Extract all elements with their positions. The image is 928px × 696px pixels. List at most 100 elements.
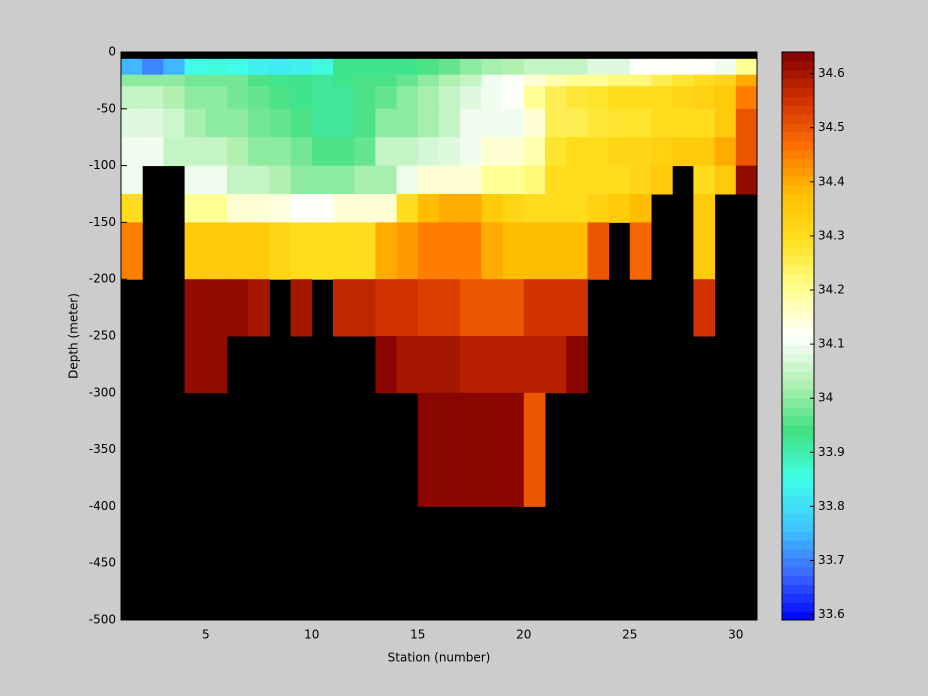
cell bbox=[608, 194, 631, 223]
cell bbox=[545, 74, 567, 87]
cell bbox=[121, 74, 143, 87]
cell bbox=[439, 74, 461, 87]
cell bbox=[163, 108, 186, 138]
colorbar-swatch bbox=[782, 220, 814, 230]
cell bbox=[629, 58, 652, 76]
cell bbox=[608, 74, 631, 87]
y-tick-label: -100 bbox=[89, 158, 116, 172]
cell bbox=[439, 392, 461, 507]
x-tick-label: 5 bbox=[202, 628, 210, 642]
cell bbox=[502, 392, 525, 507]
colorbar-swatch bbox=[782, 380, 814, 390]
x-tick-label: 10 bbox=[304, 628, 319, 642]
cell bbox=[481, 86, 504, 110]
cell bbox=[566, 74, 588, 87]
colorbar-frame bbox=[781, 51, 815, 621]
cell bbox=[248, 86, 270, 110]
colorbar-swatch bbox=[782, 140, 814, 151]
cell bbox=[587, 58, 610, 76]
cell bbox=[375, 108, 398, 138]
cell bbox=[587, 165, 610, 195]
cell bbox=[693, 279, 716, 337]
cell bbox=[417, 74, 440, 87]
cell bbox=[290, 74, 313, 87]
colorbar-swatch bbox=[782, 344, 814, 355]
cell bbox=[227, 165, 249, 195]
cell bbox=[417, 108, 440, 138]
colorbar-swatch bbox=[782, 238, 814, 248]
colorbar-tick-label: 33.7 bbox=[818, 553, 845, 567]
cell bbox=[460, 279, 482, 337]
cell bbox=[439, 279, 461, 337]
cell bbox=[714, 108, 737, 138]
colorbar-tick-label: 34.6 bbox=[818, 66, 845, 80]
cell bbox=[142, 74, 164, 87]
cell bbox=[545, 222, 567, 280]
cell bbox=[396, 279, 419, 337]
cell bbox=[460, 137, 482, 167]
cell bbox=[396, 165, 419, 195]
cell bbox=[545, 58, 567, 76]
x-axis-label: Station (number) bbox=[388, 651, 491, 665]
colorbar-swatch bbox=[782, 229, 814, 239]
cell bbox=[396, 74, 419, 87]
cell bbox=[417, 279, 440, 337]
cell bbox=[693, 58, 716, 76]
x-tick-label: 30 bbox=[728, 628, 743, 642]
cell bbox=[587, 74, 610, 87]
cell bbox=[121, 58, 143, 76]
x-tick-label: 25 bbox=[622, 628, 637, 642]
cell bbox=[396, 222, 419, 280]
cell bbox=[375, 336, 398, 394]
cell bbox=[502, 108, 525, 138]
colorbar-swatch bbox=[782, 478, 814, 488]
cell bbox=[248, 137, 270, 167]
cell bbox=[333, 165, 355, 195]
cell bbox=[184, 74, 207, 87]
cell bbox=[460, 165, 482, 195]
cell bbox=[651, 58, 673, 76]
cell bbox=[735, 74, 758, 87]
cell bbox=[290, 222, 313, 280]
cell bbox=[651, 137, 673, 167]
colorbar-tick-label: 34.4 bbox=[818, 174, 845, 188]
cell bbox=[566, 137, 588, 167]
colorbar-swatch bbox=[782, 557, 814, 568]
cell bbox=[481, 392, 504, 507]
cell bbox=[587, 222, 610, 280]
cell bbox=[184, 108, 207, 138]
cell bbox=[523, 58, 546, 76]
cell bbox=[693, 74, 716, 87]
cell bbox=[523, 194, 546, 223]
cell bbox=[566, 86, 588, 110]
cell bbox=[333, 74, 355, 87]
y-tick-label: -50 bbox=[96, 101, 116, 115]
cell bbox=[354, 222, 376, 280]
y-tick-label: -350 bbox=[89, 442, 116, 456]
cell bbox=[354, 137, 376, 167]
cell bbox=[227, 279, 249, 337]
colorbar-tick-label: 34.1 bbox=[818, 337, 845, 351]
cell bbox=[460, 74, 482, 87]
cell bbox=[311, 74, 334, 87]
colorbar-swatch bbox=[782, 256, 814, 266]
cell bbox=[545, 194, 567, 223]
cell bbox=[502, 165, 525, 195]
colorbar-swatch bbox=[782, 593, 814, 603]
cell bbox=[545, 279, 567, 337]
colorbar-swatch bbox=[782, 566, 814, 577]
colorbar-swatch bbox=[782, 549, 814, 559]
cell bbox=[545, 108, 567, 138]
cell bbox=[311, 86, 334, 110]
y-tick-label: -300 bbox=[89, 385, 116, 399]
colorbar-swatch bbox=[782, 495, 814, 506]
cell bbox=[417, 336, 440, 394]
cell bbox=[502, 194, 525, 223]
cell bbox=[502, 137, 525, 167]
colorbar-swatch bbox=[782, 371, 814, 381]
cell bbox=[290, 279, 313, 337]
cell bbox=[481, 108, 504, 138]
cell bbox=[714, 86, 737, 110]
cell bbox=[248, 74, 270, 87]
colorbar-swatch bbox=[782, 424, 814, 435]
